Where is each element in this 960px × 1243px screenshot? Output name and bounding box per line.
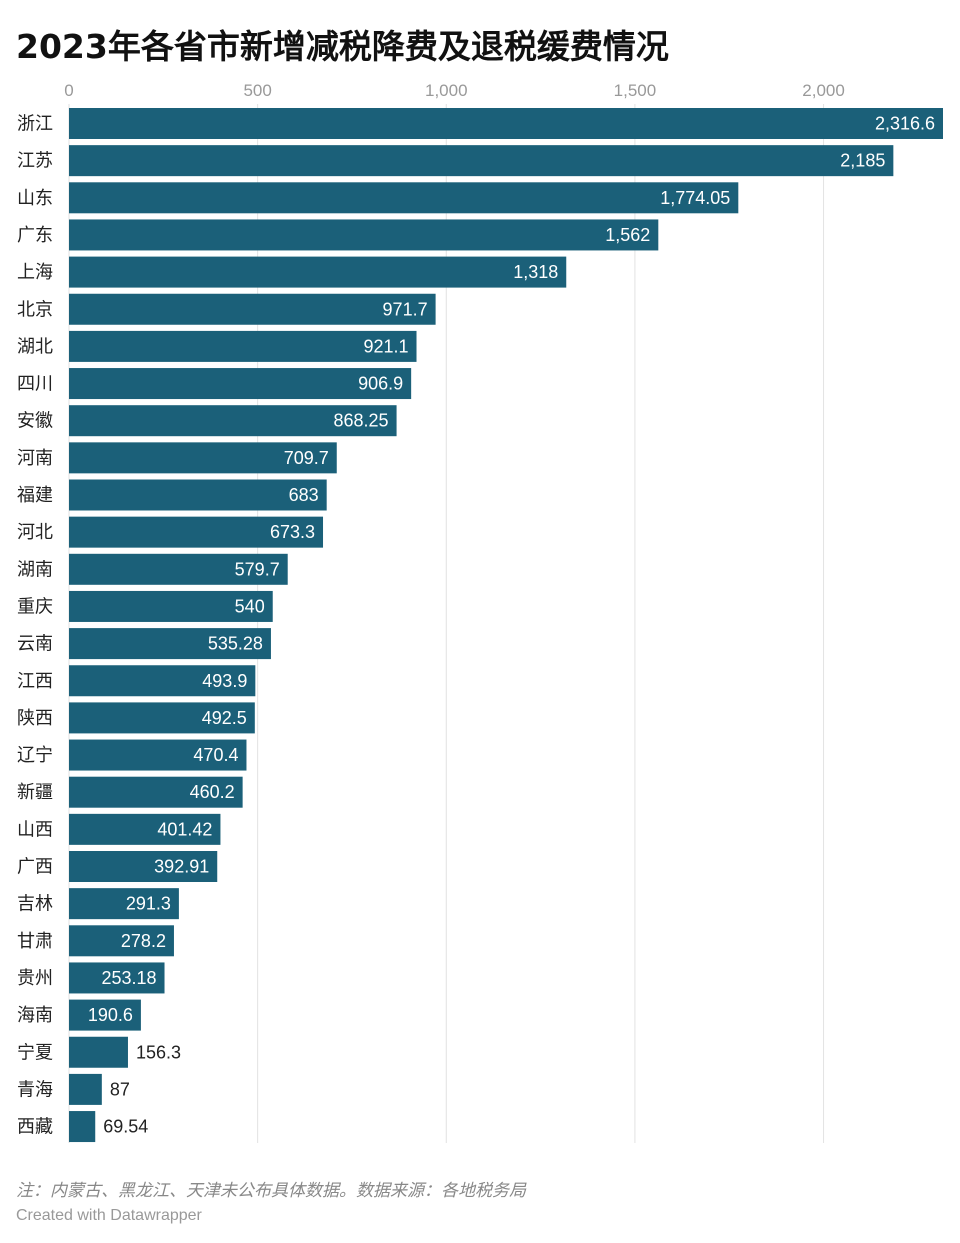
value-label: 278.2 <box>121 931 166 951</box>
bar <box>69 553 288 585</box>
value-label: 579.7 <box>235 559 280 579</box>
value-label: 401.42 <box>157 819 212 839</box>
bar <box>69 516 324 548</box>
category-label: 贵州 <box>17 968 53 989</box>
value-label: 156.3 <box>136 1042 181 1062</box>
category-label: 广西 <box>17 857 53 878</box>
bar <box>69 1073 102 1105</box>
bar <box>69 293 436 325</box>
bar <box>69 145 894 177</box>
value-label: 683 <box>289 485 319 505</box>
category-label: 海南 <box>17 1005 53 1026</box>
value-label: 921.1 <box>363 336 408 356</box>
value-label: 470.4 <box>193 745 238 765</box>
footnote: 注：内蒙古、黑龙江、天津未公布具体数据。数据来源：各地税务局 <box>16 1181 526 1201</box>
value-label: 2,316.6 <box>875 114 935 134</box>
category-label: 江西 <box>17 671 53 692</box>
bar <box>69 219 659 251</box>
bar <box>69 1111 96 1143</box>
bar <box>69 405 397 437</box>
category-label: 青海 <box>17 1079 53 1100</box>
bar <box>69 702 255 734</box>
bar <box>69 888 179 920</box>
category-label: 重庆 <box>17 596 53 617</box>
category-label: 湖北 <box>17 336 53 357</box>
value-label: 190.6 <box>88 1005 133 1025</box>
category-label: 西藏 <box>17 1117 53 1138</box>
x-tick-label: 500 <box>243 81 271 100</box>
bar <box>69 962 165 994</box>
bar <box>69 925 174 957</box>
category-label: 陕西 <box>17 708 53 729</box>
category-label: 辽宁 <box>17 745 53 766</box>
bar <box>69 776 243 808</box>
bar <box>69 1036 128 1068</box>
value-label: 535.28 <box>208 634 263 654</box>
value-label: 540 <box>235 596 265 616</box>
x-tick-label: 1,000 <box>425 81 468 100</box>
category-label: 北京 <box>17 299 53 320</box>
category-label: 新疆 <box>17 782 53 803</box>
value-label: 493.9 <box>202 671 247 691</box>
category-label: 云南 <box>17 634 53 655</box>
value-label: 492.5 <box>202 708 247 728</box>
category-label: 四川 <box>17 374 53 395</box>
value-label: 291.3 <box>126 894 171 914</box>
value-label: 87 <box>110 1079 130 1099</box>
value-label: 2,185 <box>840 151 885 171</box>
category-label: 宁夏 <box>17 1042 53 1063</box>
value-label: 1,774.05 <box>660 188 730 208</box>
x-axis-ticks: 0 500 1,000 1,500 2,000 <box>64 81 845 100</box>
value-label: 392.91 <box>154 857 209 877</box>
category-label: 吉林 <box>17 894 53 915</box>
bar <box>69 813 221 845</box>
category-label: 浙江 <box>17 114 53 135</box>
category-label: 上海 <box>17 262 53 283</box>
category-label: 河南 <box>17 448 53 469</box>
value-label: 971.7 <box>383 299 428 319</box>
value-label: 253.18 <box>101 968 156 988</box>
chart-title: 2023年各省市新增减税降费及退税缓费情况 <box>16 27 669 66</box>
x-tick-label: 0 <box>64 81 73 100</box>
bar <box>69 479 327 511</box>
value-label: 673.3 <box>270 522 315 542</box>
category-label: 安徽 <box>17 411 53 432</box>
bar <box>69 368 412 400</box>
credit-line: Created with Datawrapper <box>16 1207 202 1224</box>
value-label: 69.54 <box>103 1117 148 1137</box>
category-label: 山西 <box>17 819 53 840</box>
bar <box>69 590 273 622</box>
bar <box>69 665 256 697</box>
bar <box>69 851 218 882</box>
category-label: 河北 <box>17 522 53 543</box>
category-label: 湖南 <box>17 559 53 580</box>
value-labels: 2,316.6 2,185 1,774.05 1,562 1,318 971.7 921.1… <box>88 114 935 1137</box>
bar <box>69 108 943 139</box>
bar <box>69 999 141 1031</box>
category-labels: 浙江江苏山东广东上海北京湖北四川安徽河南福建河北湖南重庆云南江西陕西辽宁新疆山西… <box>17 114 53 1138</box>
value-label: 1,318 <box>513 262 558 282</box>
bar <box>69 628 271 660</box>
category-label: 广东 <box>17 225 53 246</box>
bar-chart: 0 500 1,000 1,500 2,000 浙江江苏山东广东上海北京湖北四川安徽河南… <box>17 81 943 1144</box>
bar <box>69 330 417 362</box>
category-label: 山东 <box>17 188 53 209</box>
category-label: 福建 <box>17 485 53 506</box>
value-label: 906.9 <box>358 374 403 394</box>
x-tick-label: 1,500 <box>614 81 657 100</box>
category-label: 甘肃 <box>17 931 53 952</box>
value-label: 868.25 <box>334 411 389 431</box>
value-label: 1,562 <box>605 225 650 245</box>
value-label: 460.2 <box>190 782 235 802</box>
bars <box>69 108 943 1143</box>
category-label: 江苏 <box>17 151 53 172</box>
bar <box>69 442 337 474</box>
bar <box>69 739 247 771</box>
value-label: 709.7 <box>284 448 329 468</box>
bar <box>69 256 567 288</box>
bar <box>69 182 739 214</box>
x-tick-label: 2,000 <box>802 81 845 100</box>
